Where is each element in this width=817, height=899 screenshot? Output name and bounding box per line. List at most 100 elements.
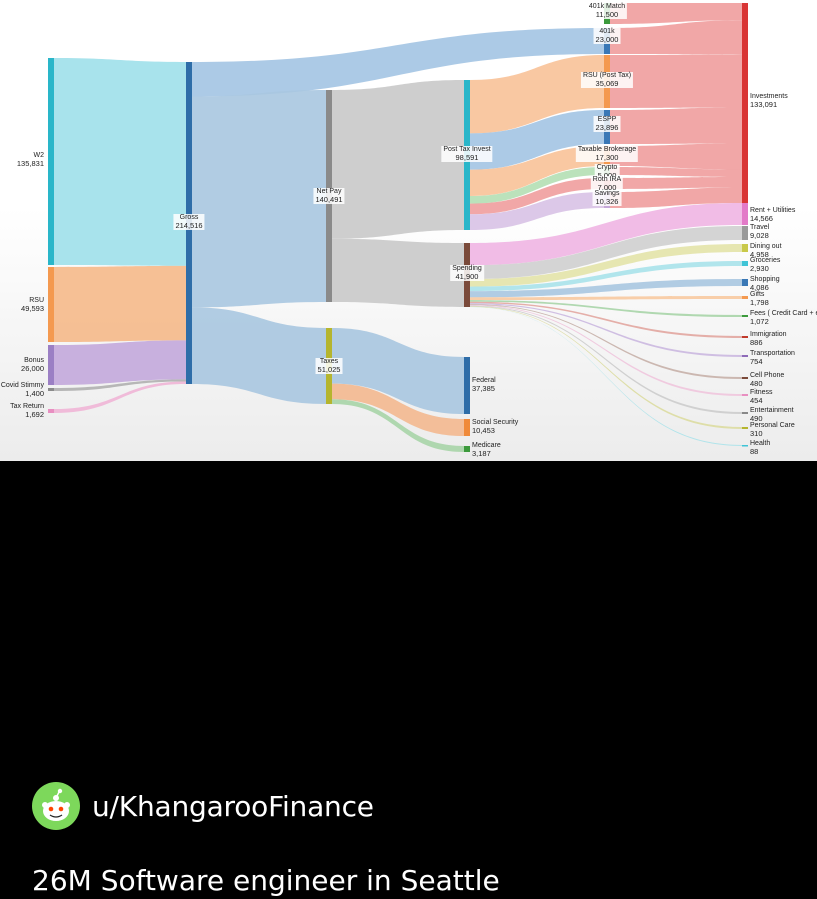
sankey-link-spending-fitness	[470, 304, 742, 396]
sankey-label-value: 14,566	[750, 214, 773, 223]
sankey-link-spending-rent	[470, 203, 742, 266]
sankey-label-value: 5,000	[597, 172, 618, 180]
sankey-label-name: Taxable Brokerage	[577, 146, 637, 153]
sankey-label-netpay: Net Pay 140,491	[313, 188, 345, 204]
sankey-label-value: 7,000	[597, 183, 617, 192]
sankey-label-name: Savings	[594, 190, 620, 197]
sankey-link-spending-travel	[470, 226, 742, 280]
sankey-chart: W2 135,831 RSU 49,593 Bonus 26,000 Covid Stimm…	[0, 0, 817, 461]
sankey-label-travel: Travel 9,028	[750, 224, 769, 240]
sankey-label-w2: W2 135,831	[17, 152, 44, 168]
reddit-snoo-avatar-icon[interactable]	[32, 782, 80, 830]
sankey-label-value: 3,187	[472, 449, 491, 458]
sankey-label-name: Spending	[452, 265, 482, 272]
sankey-link-spending-transport	[470, 303, 742, 357]
sankey-link-bonus-gross	[54, 340, 186, 385]
sankey-label-value: 98,591	[455, 153, 479, 162]
sankey-label-name: Social Security	[472, 419, 519, 426]
sankey-label-name: Federal	[472, 377, 496, 384]
sankey-label-name: Medicare	[472, 442, 501, 449]
sankey-label-spending: Spending 41,900	[450, 265, 484, 281]
sankey-node-federal	[464, 357, 470, 414]
sankey-label-value: 214,516	[175, 221, 203, 230]
sankey-label-taxable: Taxable Brokerage 17,300	[575, 146, 639, 162]
sankey-link-covid-gross	[54, 379, 186, 391]
sankey-link-spending-personal	[470, 306, 742, 429]
sankey-label-name: Dining out	[750, 243, 782, 250]
sankey-label-name: Entertainment	[750, 407, 794, 414]
sankey-label-taxret: Tax Return 1,692	[10, 403, 44, 419]
sankey-link-savings-invest	[610, 187, 742, 208]
sankey-node-groceries	[742, 261, 748, 266]
sankey-label-personal: Personal Care 310	[750, 422, 795, 438]
sankey-label-name: Shopping	[750, 276, 780, 283]
sankey-label-value: 88	[750, 447, 759, 456]
sankey-link-spending-dining	[470, 244, 742, 287]
sankey-label-name: Fitness	[750, 389, 773, 396]
sankey-label-federal: Federal 37,385	[472, 377, 496, 393]
sankey-label-value: 23,896	[595, 123, 619, 132]
sankey-label-value: 140,491	[315, 195, 343, 204]
sankey-link-posttax-taxable	[470, 146, 604, 197]
sankey-label-invest: Investments 133,091	[750, 93, 788, 109]
sankey-label-value: 17,300	[595, 153, 619, 162]
sankey-link-posttax-crypto	[470, 167, 604, 204]
sankey-label-name: ESPP	[597, 116, 617, 123]
sankey-label-name: Crypto	[596, 164, 618, 171]
sankey-svg	[48, 3, 748, 452]
post-author[interactable]: u/KhangarooFinance	[32, 782, 374, 830]
sankey-label-rsupost: RSU (Post Tax) 35,069	[580, 72, 634, 88]
sankey-label-k401: 401k 23,000	[593, 28, 621, 44]
sankey-label-name: Bonus	[24, 357, 44, 364]
sankey-label-fitness: Fitness 454	[750, 389, 773, 405]
sankey-label-value: 4,086	[750, 283, 769, 292]
username[interactable]: u/KhangarooFinance	[92, 789, 374, 823]
sankey-link-espp-invest	[610, 107, 742, 144]
sankey-label-name: Personal Care	[750, 422, 795, 429]
sankey-label-value: 2,930	[750, 264, 769, 273]
sankey-link-k401-invest	[610, 20, 742, 55]
sankey-label-entertain: Entertainment 490	[750, 407, 794, 423]
sankey-label-name: RSU (Post Tax)	[582, 72, 632, 79]
sankey-label-dining: Dining out 4,958	[750, 243, 782, 259]
sankey-label-posttax: Post Tax Invest 98,591	[441, 146, 493, 162]
sankey-label-value: 41,900	[455, 272, 479, 281]
sankey-label-value: 23,000	[595, 35, 619, 44]
sankey-node-rsu	[48, 267, 54, 342]
sankey-label-m401: 401k Match 11,500	[586, 3, 628, 19]
sankey-node-rent	[742, 203, 748, 225]
sankey-node-shopping	[742, 279, 748, 286]
sankey-label-value: 10,453	[472, 426, 495, 435]
sankey-label-value: 9,028	[750, 231, 769, 240]
sankey-label-shopping: Shopping 4,086	[750, 276, 780, 292]
sankey-label-transport: Transportation 754	[750, 350, 795, 366]
sankey-link-roth-invest	[610, 176, 742, 189]
sankey-label-value: 1,072	[750, 317, 769, 326]
sankey-label-name: Rent + Utilities	[750, 207, 796, 214]
sankey-label-name: Fees ( Credit Card + etc	[750, 310, 817, 317]
sankey-node-dining	[742, 244, 748, 252]
sankey-label-name: Immigration	[750, 331, 787, 338]
sankey-label-name: Covid Stimmy	[0, 382, 44, 389]
sankey-label-name: Roth IRA	[592, 176, 622, 183]
sankey-label-bonus: Bonus 26,000	[21, 357, 44, 373]
sankey-node-medicare	[464, 446, 470, 452]
sankey-link-taxes-federal	[332, 328, 464, 414]
sankey-label-name: Cell Phone	[750, 372, 785, 379]
sankey-links	[54, 3, 742, 452]
sankey-link-rsu-gross	[54, 265, 186, 342]
sankey-link-spending-groceries	[470, 261, 742, 292]
sankey-node-fitness	[742, 394, 748, 396]
sankey-node-bonus	[48, 345, 54, 385]
post-title[interactable]: 26M Software engineer in Seattle	[32, 864, 500, 897]
sankey-label-roth: Roth IRA 7,000	[590, 176, 624, 192]
sankey-label-name: Health	[750, 440, 771, 447]
sankey-label-name: Gross	[179, 214, 199, 221]
sankey-link-w2-gross	[54, 58, 186, 266]
sankey-label-name: 401k Match	[588, 3, 626, 10]
sankey-link-taxes-medicare	[332, 399, 464, 452]
sankey-label-value: 310	[750, 429, 763, 438]
sankey-link-spending-cell	[470, 304, 742, 379]
sankey-label-gifts: Gifts 1,798	[750, 291, 769, 307]
sankey-node-taxret	[48, 409, 54, 413]
